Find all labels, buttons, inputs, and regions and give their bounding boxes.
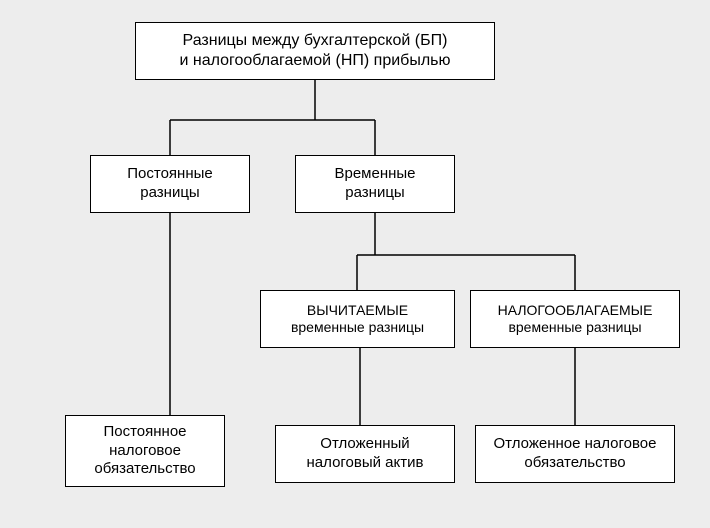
node-deductible-line2: временные разницы — [291, 319, 424, 335]
node-deferred-liab-line2: обязательство — [524, 454, 625, 471]
node-perm-liab-line3: обязательство — [94, 460, 195, 477]
node-permanent: Постоянные разницы — [90, 155, 250, 213]
node-taxable: НАЛОГООБЛАГАЕМЫЕ временные разницы — [470, 290, 680, 348]
node-temporary: Временные разницы — [295, 155, 455, 213]
node-temporary-line2: разницы — [345, 184, 404, 201]
node-root-line1: Разницы между бухгалтерской (БП) — [183, 32, 448, 49]
node-permanent-line1: Постоянные — [127, 165, 212, 182]
node-root: Разницы между бухгалтерской (БП) и налог… — [135, 22, 495, 80]
node-deferred-asset: Отложенный налоговый актив — [275, 425, 455, 483]
node-deductible: ВЫЧИТАЕМЫЕ временные разницы — [260, 290, 455, 348]
node-permanent-line2: разницы — [140, 184, 199, 201]
node-deferred-asset-line2: налоговый актив — [307, 454, 424, 471]
node-temporary-line1: Временные — [334, 165, 415, 182]
node-perm-liab: Постоянное налоговое обязательство — [65, 415, 225, 487]
node-taxable-line2: временные разницы — [508, 319, 641, 335]
node-perm-liab-line2: налоговое — [109, 442, 181, 459]
node-deferred-liab-line1: Отложенное налоговое — [494, 435, 657, 452]
node-deferred-liab: Отложенное налоговое обязательство — [475, 425, 675, 483]
node-perm-liab-line1: Постоянное — [103, 423, 186, 440]
node-deferred-asset-line1: Отложенный — [320, 435, 409, 452]
node-root-line2: и налогооблагаемой (НП) прибылью — [179, 52, 450, 69]
node-taxable-line1: НАЛОГООБЛАГАЕМЫЕ — [498, 302, 653, 318]
node-deductible-line1: ВЫЧИТАЕМЫЕ — [307, 302, 408, 318]
